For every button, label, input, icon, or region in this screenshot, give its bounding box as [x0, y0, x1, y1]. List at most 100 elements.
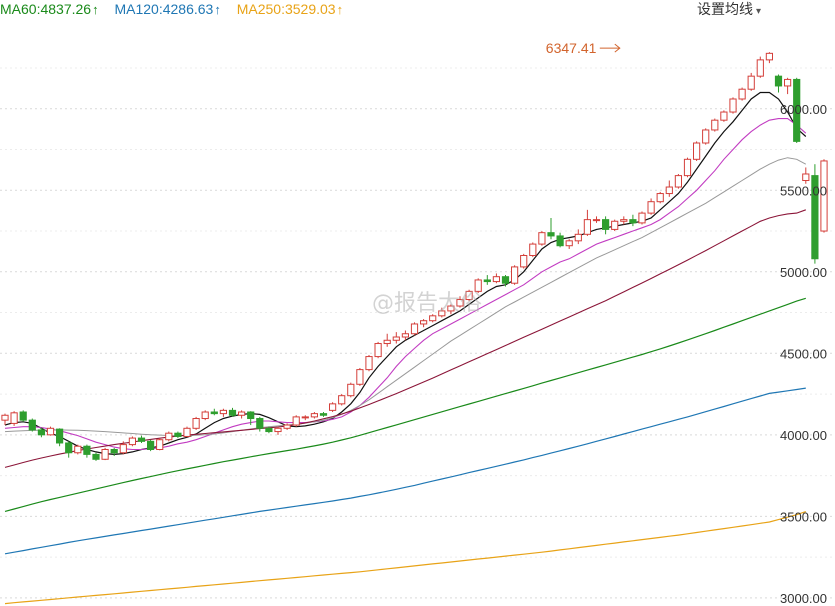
candle [811, 164, 819, 264]
candle [310, 412, 318, 419]
candle [274, 426, 282, 435]
candle [765, 52, 773, 64]
candle [420, 319, 428, 328]
ma-legend: MA60:4837.26↑ MA120:4286.63↑ MA250:3529.… [0, 0, 355, 20]
candle-body [602, 219, 610, 230]
candle-body [219, 409, 228, 415]
candle [492, 273, 500, 284]
candle-body [456, 299, 464, 307]
candle [347, 382, 355, 398]
candle [602, 216, 610, 235]
candle [65, 441, 73, 458]
candle-body [702, 129, 710, 144]
candle-body [128, 437, 137, 446]
candle-body [611, 220, 619, 230]
candle [92, 452, 100, 461]
candle [538, 231, 546, 246]
candle-body [511, 266, 519, 284]
candle [438, 307, 446, 318]
candle [356, 367, 364, 386]
candle [784, 77, 792, 95]
ma60-line [4, 297, 806, 512]
ma-settings-button[interactable]: 设置均线 ▾ [697, 0, 761, 21]
candle-body [347, 383, 355, 397]
candle [338, 394, 346, 406]
candle [410, 322, 419, 336]
candle-body [765, 52, 773, 61]
candle [174, 431, 182, 439]
watermark: @报告大俗 [372, 291, 482, 316]
y-tick-label: 4500.00 [780, 346, 827, 361]
candle [401, 330, 409, 341]
candle [465, 289, 473, 302]
arrow-right-icon [614, 43, 621, 53]
ma20-line [4, 157, 807, 437]
candle-body [638, 212, 646, 224]
high-annotation: 6347.41 [546, 40, 621, 56]
candle-body [802, 173, 810, 182]
candle [374, 341, 382, 359]
candle-body [738, 88, 746, 100]
candle [793, 77, 801, 144]
candle-body [556, 235, 564, 247]
candle [802, 167, 810, 184]
candle [674, 173, 682, 189]
candle [501, 275, 510, 287]
candle [574, 229, 582, 245]
candle-body [274, 427, 282, 433]
candle [447, 304, 455, 315]
candle [729, 97, 737, 114]
candle [256, 416, 264, 432]
ma250-legend: MA250:3529.03↑ [237, 1, 343, 17]
ma250-line [4, 511, 806, 605]
candle-body [747, 75, 755, 90]
candle-body [101, 448, 109, 460]
candle [147, 439, 155, 452]
candle [74, 444, 82, 455]
up-arrow-icon: ↑ [214, 2, 221, 17]
candle [738, 87, 746, 101]
candle [383, 333, 391, 347]
candle-body [1, 414, 9, 421]
ma120-line [4, 387, 806, 555]
candle-body [110, 448, 118, 454]
candle-body [465, 290, 473, 301]
candle [756, 56, 764, 78]
candle-body [492, 276, 500, 283]
candle [19, 410, 27, 422]
y-tick-label: 5500.00 [780, 183, 827, 198]
candle-body [629, 219, 637, 224]
candle [110, 447, 118, 457]
ma10-line [4, 118, 807, 451]
candle-body [192, 418, 200, 429]
candle [665, 180, 673, 197]
candle [774, 74, 783, 93]
candle [592, 216, 601, 223]
candle-body [37, 429, 45, 436]
candle-body [65, 442, 73, 454]
y-tick-label: 6000.00 [780, 102, 827, 117]
candle-body [429, 315, 437, 322]
candle-body [520, 254, 528, 268]
candle [192, 416, 200, 430]
candle-body [729, 98, 737, 113]
candle [301, 415, 309, 421]
candle-body [56, 428, 64, 444]
candle-body [238, 411, 246, 416]
candle [456, 296, 464, 308]
candle [46, 426, 55, 436]
candle-body [756, 59, 764, 77]
candle [119, 441, 127, 455]
candle [583, 209, 591, 236]
candle-body [784, 78, 792, 87]
candle-body [319, 413, 328, 416]
candle-body [28, 419, 36, 431]
candle [683, 157, 692, 178]
y-axis-labels: 6000.00 5500.00 5000.00 4500.00 4000.00 3500.… [780, 102, 827, 606]
candle-body [565, 240, 573, 247]
ma-settings-label: 设置均线 [696, 1, 753, 17]
candle-body [438, 310, 446, 317]
moving-average-lines [4, 91, 807, 605]
candle-body [774, 75, 783, 87]
